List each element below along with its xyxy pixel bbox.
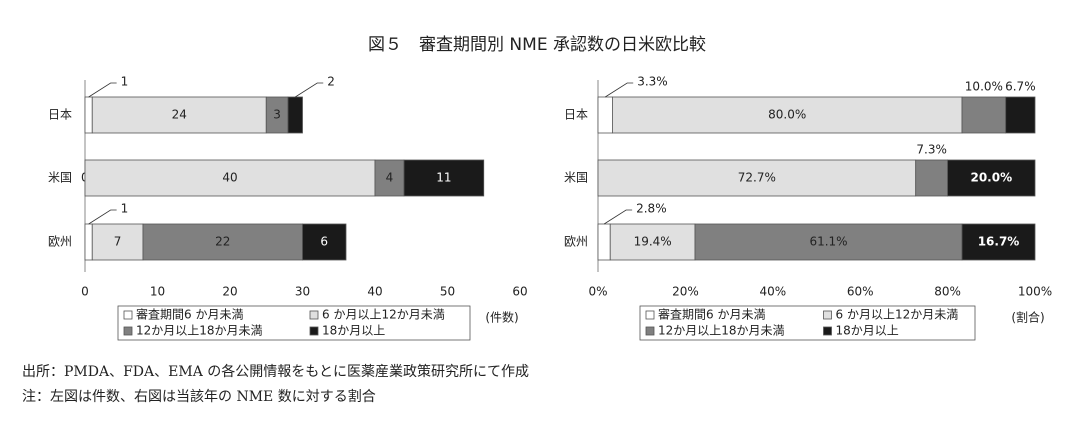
x-tick-label: 30	[295, 285, 310, 299]
x-tick-label: 0	[81, 285, 89, 299]
bar-segment	[287, 96, 303, 134]
legend-box	[117, 305, 471, 341]
bar-segment	[1005, 96, 1036, 134]
legend-swatch	[645, 310, 655, 320]
bar-segment	[597, 223, 611, 261]
value-label: 19.4%	[634, 235, 672, 249]
value-label: 7.3%	[916, 143, 947, 157]
value-label: 72.7%	[738, 171, 776, 185]
value-label: 1	[121, 202, 129, 216]
value-label: 10.0%	[965, 80, 1003, 94]
figure-title: 図５ 審査期間別 NME 承認数の日米欧比較	[368, 35, 706, 55]
legend-swatch	[123, 310, 133, 320]
legend-swatch	[823, 310, 832, 320]
leader-line	[88, 82, 117, 98]
value-label: 40	[222, 171, 237, 185]
bar-segment	[694, 223, 963, 261]
value-label: 3.3%	[637, 75, 668, 89]
legend-swatch	[823, 326, 832, 336]
bar-segment	[403, 159, 485, 197]
value-label: 1	[121, 75, 129, 89]
legend-swatch	[309, 310, 319, 320]
legend-label: 12か月以上18か月未満	[136, 324, 263, 338]
bar-segment	[84, 96, 93, 134]
category-label: 日本	[48, 108, 72, 122]
x-tick-label: 20	[222, 285, 237, 299]
legend-label: 6 か月以上12か月未満	[322, 308, 445, 322]
bar-segment	[609, 223, 696, 261]
value-label: 16.7%	[978, 235, 1020, 249]
leader-line	[88, 209, 117, 225]
legend-label: 審査期間6 か月未満	[136, 307, 243, 322]
bar-segment	[961, 96, 1007, 134]
value-label: 2.8%	[636, 202, 667, 216]
value-label: 3	[273, 108, 281, 122]
value-label: 11	[436, 171, 451, 185]
value-label: 80.0%	[768, 108, 806, 122]
bar-segment	[302, 223, 347, 261]
source-note: 出所：PMDA、FDA、EMA の各公開情報をもとに医薬産業政策研究所にて作成	[22, 363, 529, 380]
legend-swatch	[123, 326, 133, 336]
bar-segment	[947, 159, 1036, 197]
x-tick-label: 10	[150, 285, 165, 299]
note: 注：左図は件数、右図は当該年の NME 数に対する割合	[22, 388, 376, 405]
x-tick-label: 50	[440, 285, 455, 299]
category-label: 米国	[48, 171, 72, 185]
x-tick-label: 40%	[759, 285, 786, 299]
x-tick-label: 100%	[1018, 285, 1052, 299]
value-label: 6.7%	[1005, 80, 1036, 94]
category-label: 欧州	[48, 235, 72, 249]
bar-segment	[91, 223, 144, 261]
bar-segment	[597, 96, 613, 134]
bar-segment	[612, 96, 963, 134]
x-tick-label: 0%	[588, 285, 607, 299]
value-label: 61.1%	[809, 235, 847, 249]
x-tick-label: 20%	[672, 285, 699, 299]
legend-label: 12か月以上18か月未満	[658, 324, 785, 338]
bar-segment	[84, 159, 376, 197]
value-label: 22	[215, 235, 230, 249]
x-tick-label: 80%	[934, 285, 961, 299]
x-unit-label: (件数)	[485, 310, 518, 325]
category-label: 欧州	[564, 235, 588, 249]
leader-line	[603, 209, 633, 225]
value-label: 2	[327, 75, 335, 89]
x-unit-label: (割合)	[1011, 310, 1044, 325]
bar-segment	[84, 223, 93, 261]
legend-label: 18か月以上	[836, 324, 899, 338]
value-label: 6	[320, 235, 328, 249]
bar-segment	[142, 223, 303, 261]
leader-line	[604, 82, 634, 98]
leader-line	[295, 82, 324, 98]
legend-swatch	[645, 326, 655, 336]
legend-label: 審査期間6 か月未満	[658, 307, 765, 322]
legend-label: 18か月以上	[322, 324, 385, 338]
bar-segment	[961, 223, 1036, 261]
value-label: 7	[114, 235, 122, 249]
category-label: 日本	[564, 108, 588, 122]
legend-label: 6 か月以上12か月未満	[836, 308, 959, 322]
legend-swatch	[309, 326, 319, 336]
value-label: 4	[386, 171, 394, 185]
x-tick-label: 60%	[847, 285, 874, 299]
x-tick-label: 40	[367, 285, 382, 299]
value-label: 20.0%	[970, 171, 1012, 185]
value-label: 24	[172, 108, 187, 122]
bar-segment	[597, 159, 917, 197]
legend-box	[639, 305, 976, 341]
category-label: 米国	[564, 171, 588, 185]
x-tick-label: 60	[512, 285, 527, 299]
bar-segment	[915, 159, 948, 197]
